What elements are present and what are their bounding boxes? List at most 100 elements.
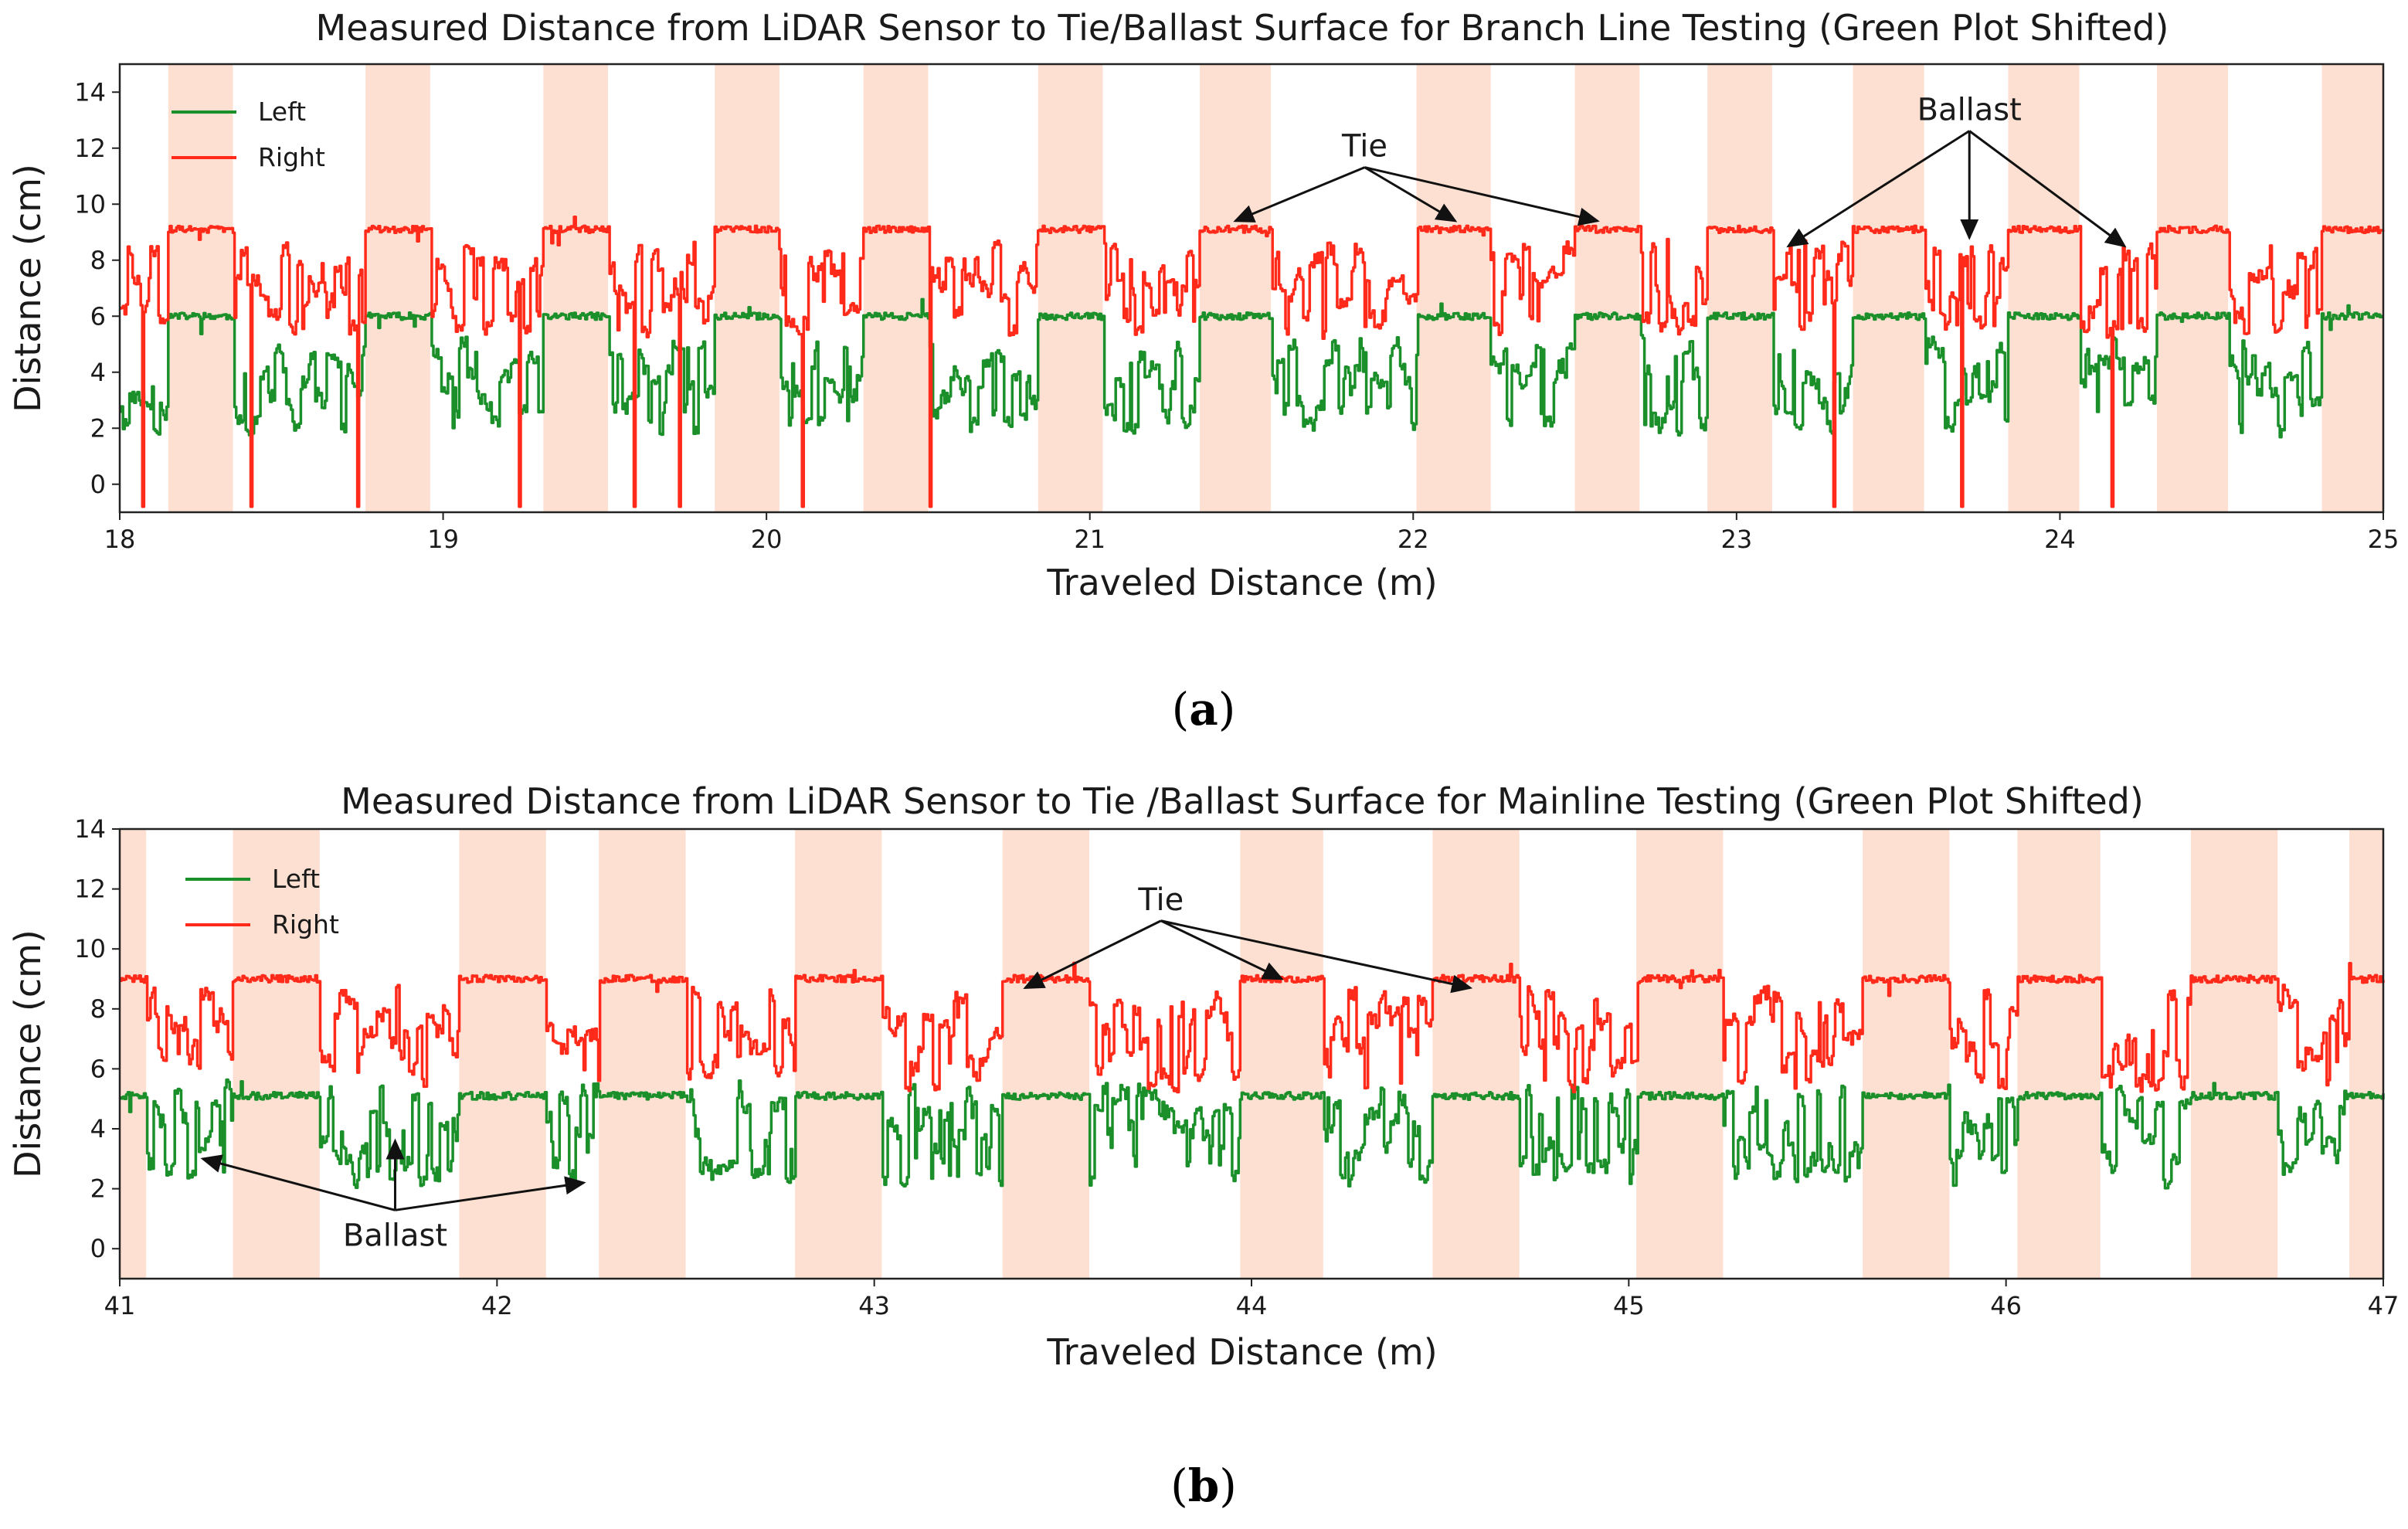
annotation-label: Ballast — [1917, 93, 2022, 128]
legend: Left Right — [172, 97, 325, 172]
y-tick-label: 4 — [90, 358, 106, 387]
y-tick-label: 6 — [90, 301, 106, 331]
tie-band — [715, 64, 779, 512]
annotations: Tie Ballast — [1233, 93, 2127, 248]
x-tick-label: 45 — [1613, 1291, 1645, 1320]
x-axis-label: Traveled Distance (m) — [1046, 562, 1437, 603]
tie-region-bands — [168, 64, 2383, 512]
annotation-label: Tie — [1137, 882, 1184, 918]
legend-left-label: Left — [258, 97, 306, 127]
annotation-arrow — [200, 1154, 396, 1211]
x-axis-label: Traveled Distance (m) — [1046, 1331, 1437, 1373]
series-lines — [120, 216, 2385, 508]
legend-right-label: Right — [258, 142, 325, 172]
legend-left-label: Left — [272, 864, 320, 894]
chart-panel-b: Measured Distance from LiDAR Sensor to T… — [7, 780, 2399, 1512]
tie-band — [1002, 829, 1090, 1279]
annotation-arrow — [1364, 166, 1600, 226]
tie-band — [1574, 64, 1640, 512]
chart-title: Measured Distance from LiDAR Sensor to T… — [316, 7, 2169, 49]
x-tick-label: 19 — [427, 525, 459, 554]
tie-band — [233, 829, 320, 1279]
right-series-line — [120, 216, 2385, 508]
x-tick-label: 41 — [104, 1291, 136, 1320]
y-tick-label: 12 — [74, 875, 106, 904]
tie-band — [459, 829, 546, 1279]
annotation-arrow — [1786, 130, 1971, 248]
annotation-arrow — [1160, 919, 1473, 994]
tie-band — [2017, 829, 2101, 1279]
annotation-arrow — [1023, 919, 1162, 989]
y-axis-label: Distance (cm) — [7, 164, 49, 413]
tie-band — [2157, 64, 2229, 512]
x-tick-label: 23 — [1720, 525, 1752, 554]
y-tick-label: 14 — [74, 814, 106, 844]
annotation-arrow — [395, 1176, 586, 1211]
annotation-arrow — [1160, 919, 1284, 980]
y-tick-label: 2 — [90, 413, 106, 443]
right-series-line — [120, 961, 2385, 1094]
annotation-arrow — [1968, 130, 2127, 248]
x-tick-label: 20 — [751, 525, 783, 554]
tie-band — [1240, 829, 1323, 1279]
tie-band — [795, 829, 882, 1279]
y-tick-label: 8 — [90, 246, 106, 275]
y-tick-label: 10 — [74, 189, 106, 219]
x-tick-label: 24 — [2044, 525, 2076, 554]
y-axis-ticks: 0 2 4 6 8 10 12 14 — [74, 814, 120, 1263]
tie-band — [1636, 829, 1724, 1279]
panel-caption: (a) — [1172, 683, 1236, 736]
y-axis-ticks: 0 2 4 6 8 10 12 14 — [74, 77, 120, 499]
panel-caption-label: b — [1188, 1459, 1220, 1512]
annotation-arrow — [1364, 166, 1458, 223]
tie-region-bands — [120, 829, 2383, 1279]
x-tick-label: 44 — [1236, 1291, 1268, 1320]
legend: Left Right — [185, 864, 339, 939]
annotations: Tie Ballast — [200, 882, 1473, 1253]
tie-band — [120, 829, 147, 1279]
x-tick-label: 21 — [1074, 525, 1106, 554]
y-axis-label: Distance (cm) — [7, 929, 49, 1178]
series-lines — [120, 961, 2385, 1190]
y-tick-label: 10 — [74, 934, 106, 963]
annotation-label: Ballast — [343, 1218, 447, 1253]
y-tick-label: 0 — [90, 1234, 106, 1263]
x-tick-label: 25 — [2368, 525, 2400, 554]
tie-band — [365, 64, 430, 512]
tie-band — [2190, 829, 2278, 1279]
tie-band — [1853, 64, 1924, 512]
x-tick-label: 18 — [104, 525, 136, 554]
x-axis-ticks: 41 42 43 44 45 46 47 — [104, 1279, 2400, 1320]
y-tick-label: 12 — [74, 134, 106, 163]
annotation-label: Tie — [1341, 129, 1387, 165]
panel-caption-label: a — [1189, 683, 1218, 736]
x-tick-label: 47 — [2368, 1291, 2400, 1320]
y-tick-label: 2 — [90, 1174, 106, 1204]
tie-band — [168, 64, 233, 512]
tie-band — [2008, 64, 2080, 512]
tie-band — [1038, 64, 1103, 512]
annotation-arrow — [1233, 166, 1366, 223]
x-tick-label: 43 — [858, 1291, 890, 1320]
y-tick-label: 0 — [90, 470, 106, 499]
tie-band — [2321, 64, 2383, 512]
tie-band — [1200, 64, 1272, 512]
y-tick-label: 8 — [90, 994, 106, 1024]
y-tick-label: 4 — [90, 1114, 106, 1143]
tie-band — [1416, 64, 1491, 512]
tie-band — [1432, 829, 1520, 1279]
tie-band — [1863, 829, 1950, 1279]
tie-band — [599, 829, 686, 1279]
y-tick-label: 6 — [90, 1054, 106, 1083]
y-tick-label: 14 — [74, 77, 106, 107]
x-tick-label: 42 — [481, 1291, 513, 1320]
panel-caption: (b) — [1170, 1459, 1237, 1512]
left-series-line — [120, 297, 2383, 439]
tie-band — [2349, 829, 2383, 1279]
tie-band — [863, 64, 929, 512]
chart-title: Measured Distance from LiDAR Sensor to T… — [341, 780, 2144, 822]
left-series-line — [120, 1078, 2385, 1190]
x-axis-ticks: 18 19 20 21 22 23 24 25 — [104, 512, 2400, 554]
chart-panel-a: Measured Distance from LiDAR Sensor to T… — [7, 7, 2399, 736]
